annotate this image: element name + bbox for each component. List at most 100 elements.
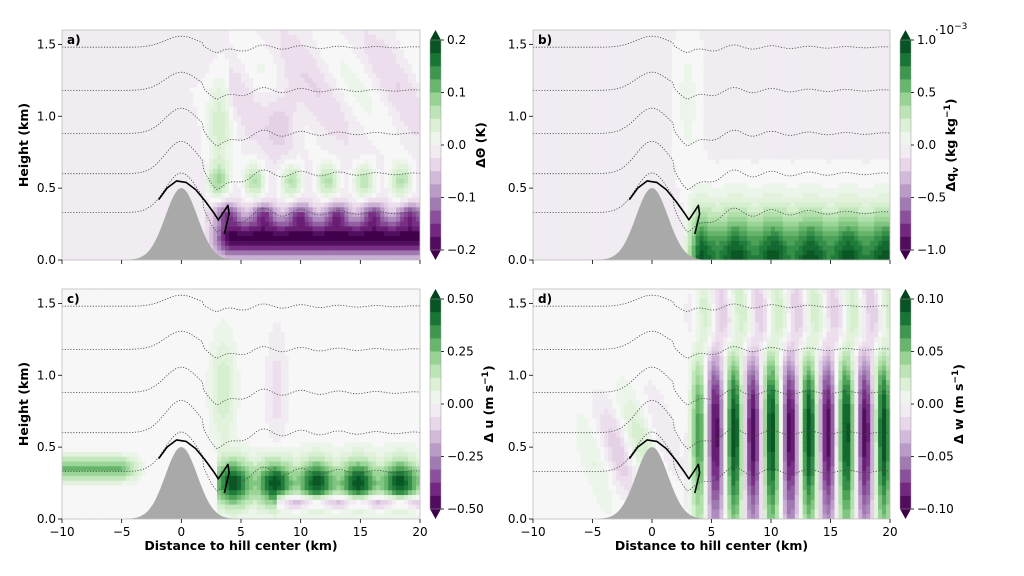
heatmap-cell <box>368 58 373 65</box>
heatmap-cell <box>292 236 298 242</box>
heatmap-cell <box>540 101 546 108</box>
heatmap-cell <box>556 202 562 208</box>
heatmap-cell <box>392 216 397 223</box>
heatmap-cell <box>205 63 210 69</box>
heatmap-cell <box>328 39 334 45</box>
heatmap-cell <box>117 58 123 65</box>
heatmap-cell <box>217 154 222 160</box>
heatmap-cell <box>328 58 334 65</box>
heatmap-cell <box>73 140 79 146</box>
heatmap-cell <box>109 207 115 213</box>
heatmap-cell <box>536 192 542 199</box>
heatmap-cell <box>568 49 574 55</box>
heatmap-cell <box>376 140 381 146</box>
heatmap-cell <box>145 49 151 55</box>
heatmap-cell <box>149 240 155 247</box>
heatmap-cell <box>121 49 127 55</box>
heatmap-cell <box>344 92 349 98</box>
heatmap-cell <box>380 116 385 122</box>
heatmap-cell <box>400 216 405 223</box>
heatmap-cell <box>97 130 103 137</box>
heatmap-cell <box>62 44 67 50</box>
heatmap-cell <box>340 226 346 232</box>
heatmap-cell <box>169 101 174 108</box>
heatmap-cell <box>392 77 397 84</box>
heatmap-cell <box>408 82 413 89</box>
heatmap-cell <box>304 116 310 122</box>
heatmap-cell <box>137 130 143 137</box>
heatmap-cell <box>157 87 163 93</box>
heatmap-cell <box>133 178 139 184</box>
heatmap-cell <box>356 73 361 79</box>
heatmap-cell <box>332 164 338 170</box>
heatmap-cell <box>320 140 326 146</box>
heatmap-cell <box>85 245 91 252</box>
heatmap-cell <box>412 106 417 113</box>
heatmap-cell <box>157 168 163 175</box>
heatmap-cell <box>336 135 342 141</box>
heatmap-cell <box>368 135 373 141</box>
heatmap-cell <box>356 135 361 141</box>
heatmap-cell <box>548 145 554 151</box>
colorbar-label-main: ΔΘ (K) <box>473 122 488 168</box>
heatmap-cell <box>237 44 242 50</box>
heatmap-cell <box>284 77 290 84</box>
heatmap-cell <box>280 250 286 256</box>
heatmap-cell <box>181 140 186 146</box>
heatmap-cell <box>312 34 318 41</box>
heatmap-cell <box>189 121 194 127</box>
heatmap-cell <box>89 121 95 127</box>
heatmap-cell <box>296 240 302 247</box>
heatmap-cell <box>217 236 222 242</box>
heatmap-cell <box>248 130 254 137</box>
heatmap-cell <box>324 178 330 184</box>
heatmap-cell <box>408 240 413 247</box>
heatmap-cell <box>97 145 103 151</box>
heatmap-cell <box>304 212 310 218</box>
heatmap-cell <box>324 245 330 252</box>
heatmap-cell <box>237 68 242 74</box>
heatmap-cell <box>404 240 409 247</box>
heatmap-cell <box>396 73 401 79</box>
heatmap-cell <box>117 101 123 108</box>
heatmap-cell <box>233 236 238 242</box>
heatmap-cell <box>137 250 143 256</box>
heatmap-cell <box>217 140 222 146</box>
heatmap-cell <box>81 121 87 127</box>
heatmap-cell <box>304 39 310 45</box>
heatmap-cell <box>564 188 570 194</box>
heatmap-cell <box>312 216 318 223</box>
heatmap-cell <box>316 183 322 189</box>
heatmap-cell <box>157 73 163 79</box>
heatmap-cell <box>109 255 115 260</box>
heatmap-cell <box>173 77 178 84</box>
heatmap-cell <box>312 82 318 89</box>
heatmap-cell <box>364 58 369 65</box>
heatmap-cell <box>81 197 87 204</box>
heatmap-cell <box>97 149 103 156</box>
heatmap-cell <box>416 87 420 93</box>
heatmap-cell <box>213 173 218 180</box>
heatmap-cell <box>113 231 119 237</box>
heatmap-cell <box>324 240 330 247</box>
heatmap-cell <box>396 168 401 175</box>
heatmap-cell <box>149 197 155 204</box>
heatmap-cell <box>360 87 365 93</box>
heatmap-cell <box>396 49 401 55</box>
heatmap-cell <box>540 130 546 137</box>
heatmap-cell <box>280 53 286 60</box>
heatmap-cell <box>552 53 558 60</box>
heatmap-cell <box>260 87 266 93</box>
heatmap-cell <box>268 34 274 41</box>
heatmap-cell <box>268 159 274 165</box>
heatmap-cell <box>213 106 218 113</box>
heatmap-cell <box>368 87 373 93</box>
heatmap-cell <box>280 82 286 89</box>
heatmap-cell <box>137 140 143 146</box>
heatmap-cell <box>85 164 91 170</box>
heatmap-cell <box>292 77 298 84</box>
heatmap-cell <box>117 44 123 50</box>
heatmap-cell <box>244 202 250 208</box>
heatmap-cell <box>320 221 326 228</box>
heatmap-cell <box>360 68 365 74</box>
